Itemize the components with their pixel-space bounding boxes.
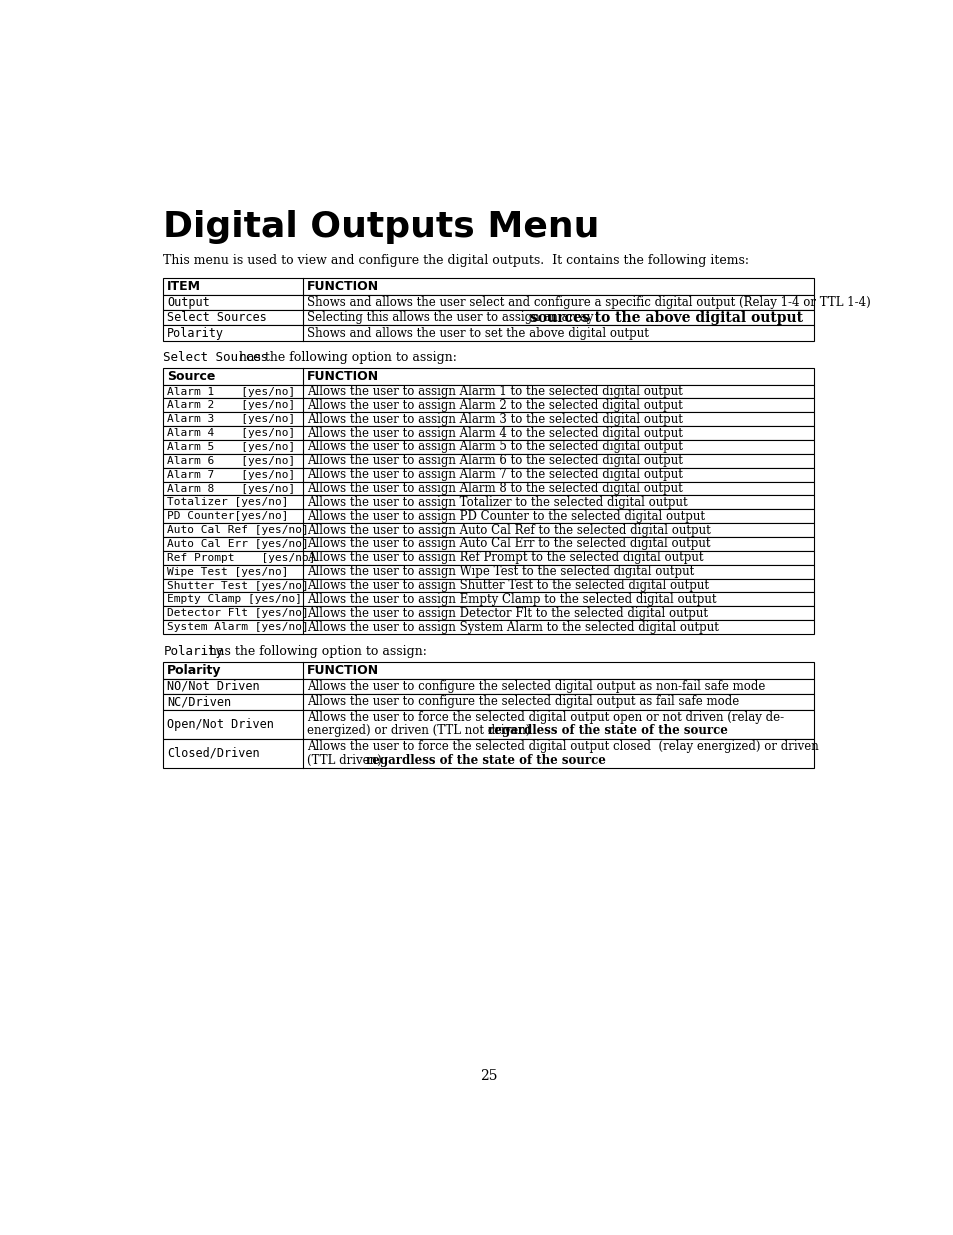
Text: Allows the user to assign Alarm 8 to the selected digital output: Allows the user to assign Alarm 8 to the… (307, 482, 682, 495)
Text: Auto Cal Ref [yes/no]: Auto Cal Ref [yes/no] (167, 525, 309, 535)
Text: Allows the user to assign Alarm 1 to the selected digital output: Allows the user to assign Alarm 1 to the… (307, 385, 682, 398)
Text: Alarm 4    [yes/no]: Alarm 4 [yes/no] (167, 429, 295, 438)
Text: Auto Cal Err [yes/no]: Auto Cal Err [yes/no] (167, 538, 309, 550)
Text: Polarity: Polarity (163, 645, 223, 658)
Text: Allows the user to assign Auto Cal Ref to the selected digital output: Allows the user to assign Auto Cal Ref t… (307, 524, 710, 537)
Text: FUNCTION: FUNCTION (307, 279, 379, 293)
Text: Source: Source (167, 370, 215, 383)
Text: NC/Driven: NC/Driven (167, 695, 232, 709)
Text: FUNCTION: FUNCTION (307, 663, 379, 677)
Bar (163, 606, 814, 620)
Text: NO/Not Driven: NO/Not Driven (167, 680, 259, 693)
Text: This menu is used to view and configure the digital outputs.  It contains the fo: This menu is used to view and configure … (163, 254, 749, 268)
Text: Allows the user to assign Alarm 4 to the selected digital output: Allows the user to assign Alarm 4 to the… (307, 426, 682, 440)
Text: Selecting this allows the user to assign an array: Selecting this allows the user to assign… (307, 311, 597, 324)
Text: Allows the user to configure the selected digital output as non-fail safe mode: Allows the user to configure the selecte… (307, 680, 765, 693)
Bar (163, 468, 814, 482)
Bar (163, 710, 814, 739)
Text: Shows and allows the user to set the above digital output: Shows and allows the user to set the abo… (307, 326, 648, 340)
Text: Open/Not Driven: Open/Not Driven (167, 718, 274, 731)
Bar (163, 368, 814, 384)
Bar (163, 440, 814, 454)
Bar (163, 412, 814, 426)
Bar (163, 551, 814, 564)
Text: Alarm 7    [yes/no]: Alarm 7 [yes/no] (167, 469, 295, 479)
Text: regardless of the state of the source: regardless of the state of the source (366, 753, 605, 767)
Text: Allows the user to assign Alarm 3 to the selected digital output: Allows the user to assign Alarm 3 to the… (307, 412, 682, 426)
Text: Alarm 8    [yes/no]: Alarm 8 [yes/no] (167, 484, 295, 494)
Text: System Alarm [yes/no]: System Alarm [yes/no] (167, 622, 309, 632)
Text: Wipe Test [yes/no]: Wipe Test [yes/no] (167, 567, 289, 577)
Text: FUNCTION: FUNCTION (307, 370, 379, 383)
Text: ITEM: ITEM (167, 279, 201, 293)
Text: Digital Outputs Menu: Digital Outputs Menu (163, 210, 599, 243)
Text: Select Sources: Select Sources (163, 352, 268, 364)
Text: 25: 25 (479, 1070, 497, 1083)
Text: Alarm 2    [yes/no]: Alarm 2 [yes/no] (167, 400, 295, 410)
Text: Shows and allows the user select and configure a specific digital output (Relay : Shows and allows the user select and con… (307, 295, 870, 309)
Bar (163, 482, 814, 495)
Text: Polarity: Polarity (167, 663, 221, 677)
Text: energized) or driven (TTL not driven): energized) or driven (TTL not driven) (307, 725, 534, 737)
Bar (163, 694, 814, 710)
Text: Empty Clamp [yes/no]: Empty Clamp [yes/no] (167, 594, 302, 604)
Text: Allows the user to assign Alarm 5 to the selected digital output: Allows the user to assign Alarm 5 to the… (307, 441, 682, 453)
Text: Allows the user to assign PD Counter to the selected digital output: Allows the user to assign PD Counter to … (307, 510, 704, 522)
Text: (TTL driven): (TTL driven) (307, 753, 385, 767)
Text: regardless of the state of the source: regardless of the state of the source (487, 725, 727, 737)
Text: Allows the user to force the selected digital output open or not driven (relay d: Allows the user to force the selected di… (307, 711, 783, 724)
Text: Alarm 5    [yes/no]: Alarm 5 [yes/no] (167, 442, 295, 452)
Bar (163, 454, 814, 468)
Text: Output: Output (167, 295, 210, 309)
Text: Alarm 1    [yes/no]: Alarm 1 [yes/no] (167, 387, 295, 396)
Text: has the following option to assign:: has the following option to assign: (205, 645, 427, 658)
Text: Ref Prompt    [yes/no]: Ref Prompt [yes/no] (167, 553, 315, 563)
Text: Allows the user to assign Totalizer to the selected digital output: Allows the user to assign Totalizer to t… (307, 496, 687, 509)
Bar (163, 509, 814, 524)
Text: Allows the user to assign System Alarm to the selected digital output: Allows the user to assign System Alarm t… (307, 621, 719, 634)
Bar (163, 495, 814, 509)
Bar (163, 537, 814, 551)
Bar (163, 399, 814, 412)
Text: Shutter Test [yes/no]: Shutter Test [yes/no] (167, 580, 309, 590)
Bar (163, 426, 814, 440)
Bar (163, 564, 814, 579)
Text: Allows the user to configure the selected digital output as fail safe mode: Allows the user to configure the selecte… (307, 695, 739, 709)
Text: Allows the user to assign Shutter Test to the selected digital output: Allows the user to assign Shutter Test t… (307, 579, 708, 592)
Text: Select Sources: Select Sources (167, 311, 267, 324)
Bar (163, 524, 814, 537)
Bar (163, 662, 814, 679)
Text: Allows the user to force the selected digital output closed  (relay energized) o: Allows the user to force the selected di… (307, 740, 819, 753)
Text: Allows the user to assign Ref Prompt to the selected digital output: Allows the user to assign Ref Prompt to … (307, 551, 703, 564)
Text: Allows the user to assign Auto Cal Err to the selected digital output: Allows the user to assign Auto Cal Err t… (307, 537, 710, 551)
Text: Allows the user to assign Alarm 6 to the selected digital output: Allows the user to assign Alarm 6 to the… (307, 454, 682, 467)
Bar (163, 294, 814, 310)
Bar (163, 278, 814, 294)
Text: sources to the above digital output: sources to the above digital output (530, 310, 802, 325)
Text: Totalizer [yes/no]: Totalizer [yes/no] (167, 498, 289, 508)
Text: Allows the user to assign Alarm 2 to the selected digital output: Allows the user to assign Alarm 2 to the… (307, 399, 682, 412)
Text: Detector Flt [yes/no]: Detector Flt [yes/no] (167, 609, 309, 619)
Bar (163, 384, 814, 399)
Text: Allows the user to assign Detector Flt to the selected digital output: Allows the user to assign Detector Flt t… (307, 606, 707, 620)
Bar (163, 593, 814, 606)
Bar (163, 310, 814, 325)
Bar (163, 579, 814, 593)
Bar (163, 325, 814, 341)
Text: Alarm 6    [yes/no]: Alarm 6 [yes/no] (167, 456, 295, 466)
Text: Allows the user to assign Empty Clamp to the selected digital output: Allows the user to assign Empty Clamp to… (307, 593, 716, 606)
Bar (163, 679, 814, 694)
Text: PD Counter[yes/no]: PD Counter[yes/no] (167, 511, 289, 521)
Text: Closed/Driven: Closed/Driven (167, 747, 259, 760)
Text: Allows the user to assign Wipe Test to the selected digital output: Allows the user to assign Wipe Test to t… (307, 566, 694, 578)
Bar (163, 739, 814, 768)
Text: Polarity: Polarity (167, 326, 224, 340)
Text: Allows the user to assign Alarm 7 to the selected digital output: Allows the user to assign Alarm 7 to the… (307, 468, 682, 482)
Text: Alarm 3    [yes/no]: Alarm 3 [yes/no] (167, 414, 295, 425)
Bar (163, 620, 814, 634)
Text: has the following option to assign:: has the following option to assign: (234, 352, 456, 364)
